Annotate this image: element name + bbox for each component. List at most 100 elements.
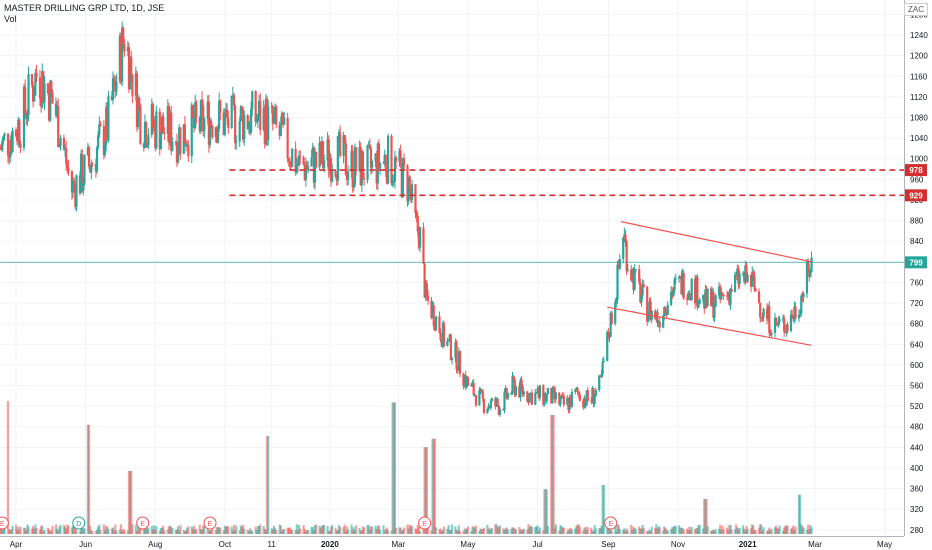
candle-body [14, 130, 18, 137]
volume-bar [303, 528, 306, 534]
candle-body [681, 272, 684, 295]
volume-bar [712, 529, 715, 534]
volume-bar [240, 526, 244, 534]
candle-body [783, 318, 786, 332]
candle-body [113, 78, 116, 85]
candle-body [727, 292, 730, 297]
candle-body [518, 386, 521, 398]
candle-body [446, 340, 449, 346]
candle-body [160, 116, 164, 134]
symbol-title[interactable]: MASTER DRILLING GRP LTD, 1D, JSE [4, 3, 165, 13]
candle-body [751, 272, 754, 287]
candle-body [615, 299, 618, 303]
candle-body [744, 265, 747, 282]
candle-body [273, 106, 277, 118]
candle-body [426, 295, 430, 301]
volume-bar [46, 527, 50, 534]
volume-bar [778, 525, 781, 534]
volume-bar [601, 485, 604, 534]
volume-bar [18, 530, 21, 534]
candle-body [713, 306, 716, 318]
volume-bar [402, 527, 406, 534]
event-marker-letter: E [0, 521, 5, 528]
volume-bar [808, 529, 811, 534]
volume-bar [160, 527, 164, 534]
volume-bar [26, 524, 29, 534]
candle-body [63, 148, 67, 150]
volume-bar [49, 531, 52, 534]
volume-bar [672, 527, 675, 534]
currency-badge: ZAC [904, 3, 928, 16]
volume-bar [623, 528, 626, 534]
volume-bar [575, 525, 578, 534]
candle-body [119, 35, 123, 82]
volume-bar [35, 527, 38, 534]
candle-body [98, 124, 101, 135]
volume-bar [518, 527, 521, 534]
candle-body [640, 295, 643, 303]
candle-body [283, 117, 286, 125]
candle-body [789, 314, 793, 332]
volume-bar [679, 527, 682, 534]
candle-body [729, 289, 732, 305]
candle-body [327, 139, 330, 171]
candle-body [626, 269, 629, 271]
candle-body [746, 274, 749, 283]
candle-body [46, 83, 50, 94]
candle-body [58, 146, 61, 148]
candle-body [646, 286, 649, 322]
candle-body [367, 144, 370, 146]
volume-bar [259, 524, 262, 534]
candle-body [767, 306, 770, 320]
candle-body [577, 391, 580, 395]
candle-body [9, 139, 12, 158]
candle-body [797, 314, 801, 319]
candle-body [147, 134, 150, 146]
volume-bar [111, 527, 115, 534]
candle-body [624, 234, 627, 242]
volume-bar [208, 530, 212, 534]
candle-body [318, 142, 321, 168]
candle-body [271, 106, 274, 124]
volume-bar [793, 529, 796, 534]
candle-body [39, 98, 43, 107]
volume-bar [633, 527, 636, 534]
candle-body [441, 323, 444, 347]
volume-bar [143, 528, 147, 534]
volume-bar [617, 524, 620, 534]
candle-body [638, 269, 641, 283]
volume-bar [170, 527, 173, 534]
candle-body [328, 158, 331, 171]
volume-bar [6, 401, 10, 534]
candle-body [743, 273, 746, 282]
candle-body [617, 264, 620, 269]
volume-bar [768, 527, 771, 534]
volume-bar [95, 529, 99, 534]
volume-bar [382, 525, 385, 534]
volume-bar [344, 531, 347, 534]
volume-bar [450, 524, 454, 534]
volume-bar [466, 526, 470, 534]
volume-bar [158, 530, 161, 534]
candle-body [223, 113, 226, 135]
volume-bar [433, 438, 436, 534]
candle-body [725, 295, 729, 297]
candle-body [696, 276, 699, 308]
candle-body [706, 288, 709, 306]
earnings-marker [0, 516, 9, 530]
volume-bar [297, 525, 301, 534]
candle-body [559, 398, 562, 405]
candle-body [19, 144, 22, 148]
volume-bar [417, 526, 420, 534]
volume-bar [239, 525, 242, 534]
candle-body [166, 106, 169, 134]
candle-body [386, 135, 390, 184]
candle-body [749, 274, 753, 287]
candle-body [754, 288, 757, 292]
candle-body [105, 107, 108, 145]
volume-bar [302, 525, 305, 534]
volume-bar [642, 527, 645, 534]
volume-bar [802, 527, 805, 534]
volume-bar [408, 524, 411, 534]
